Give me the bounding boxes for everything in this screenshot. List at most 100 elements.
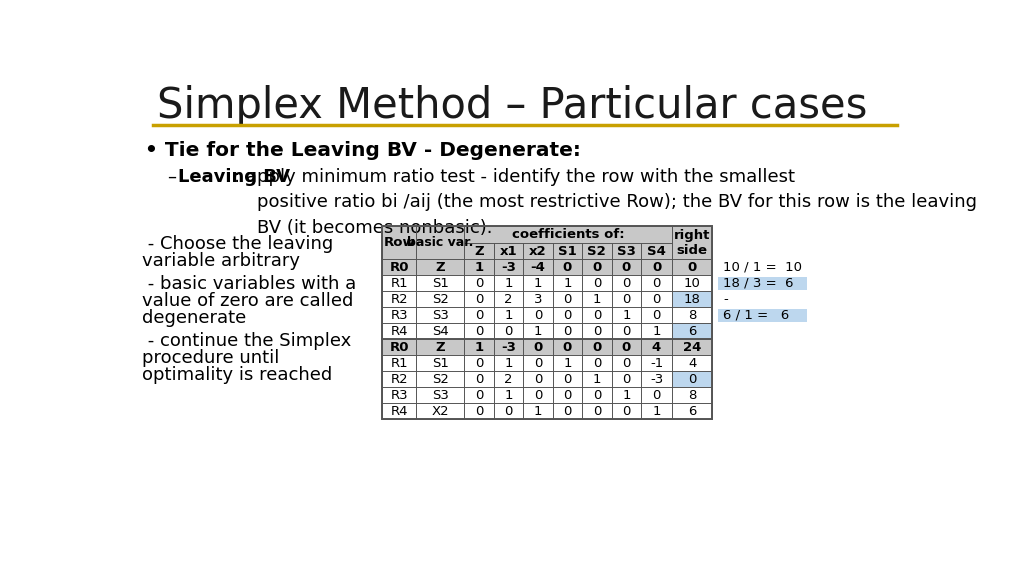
Text: 1: 1 [593, 373, 601, 386]
Bar [641, 308, 672, 323]
Bar [641, 372, 672, 388]
Bar [583, 388, 611, 403]
Bar [641, 291, 672, 308]
Bar [417, 259, 464, 275]
Bar [523, 355, 553, 372]
Bar [464, 242, 494, 259]
Bar [464, 339, 494, 355]
Text: 2: 2 [504, 293, 513, 306]
Bar [523, 388, 553, 403]
Bar [494, 291, 523, 308]
Text: 0: 0 [534, 389, 542, 402]
Bar [523, 275, 553, 291]
Bar [641, 403, 672, 419]
Bar [494, 339, 523, 355]
Text: 1: 1 [622, 309, 631, 322]
Bar [382, 259, 417, 275]
Text: coefficients of:: coefficients of: [512, 228, 625, 241]
Bar [523, 259, 553, 275]
Text: S3: S3 [432, 309, 449, 322]
Bar [464, 275, 494, 291]
Bar [641, 291, 672, 308]
Bar [417, 339, 464, 355]
Bar [417, 259, 464, 275]
Text: 1: 1 [652, 405, 660, 418]
Text: Simplex Method – Particular cases: Simplex Method – Particular cases [158, 85, 867, 127]
Bar [382, 355, 417, 372]
Bar [611, 388, 641, 403]
Bar [672, 308, 713, 323]
Bar [382, 226, 713, 259]
Bar [553, 259, 583, 275]
Bar [494, 403, 523, 419]
Bar [641, 275, 672, 291]
Text: 0: 0 [534, 341, 543, 354]
Text: 0: 0 [623, 293, 631, 306]
Bar [523, 323, 553, 339]
Bar [672, 388, 713, 403]
Bar [417, 339, 464, 355]
Text: right
side: right side [674, 229, 711, 257]
Bar [672, 275, 713, 291]
Text: 6: 6 [688, 325, 696, 338]
Text: -3: -3 [650, 373, 664, 386]
Bar [382, 372, 417, 388]
Bar [382, 388, 417, 403]
Text: 0: 0 [563, 325, 571, 338]
Bar [464, 355, 494, 372]
Text: - Choose the leaving: - Choose the leaving [142, 236, 333, 253]
Bar [523, 275, 553, 291]
Text: 1: 1 [504, 277, 513, 290]
Bar [523, 291, 553, 308]
Text: -: - [723, 293, 728, 306]
Bar [417, 291, 464, 308]
Text: 0: 0 [475, 357, 483, 370]
Text: 0: 0 [623, 357, 631, 370]
Bar [641, 242, 672, 259]
Bar [553, 291, 583, 308]
Bar [553, 275, 583, 291]
Bar [464, 308, 494, 323]
Bar [382, 291, 417, 308]
Bar [583, 259, 611, 275]
Text: 0: 0 [592, 341, 601, 354]
Bar [523, 291, 553, 308]
Text: optimality is reached: optimality is reached [142, 366, 332, 384]
Bar [464, 403, 494, 419]
Bar [523, 388, 553, 403]
Bar [382, 355, 417, 372]
Text: 0: 0 [592, 261, 601, 274]
Bar [611, 388, 641, 403]
Text: x2: x2 [529, 245, 547, 257]
Bar [553, 291, 583, 308]
Bar [672, 355, 713, 372]
Text: 4: 4 [688, 357, 696, 370]
Bar [611, 259, 641, 275]
Bar [583, 339, 611, 355]
Bar [382, 308, 417, 323]
Text: degenerate: degenerate [142, 309, 246, 327]
Text: 0: 0 [652, 293, 660, 306]
Text: 0: 0 [622, 261, 631, 274]
Bar [553, 242, 583, 259]
Bar [553, 403, 583, 419]
Text: S4: S4 [647, 245, 666, 257]
Text: 0: 0 [505, 325, 513, 338]
Text: 0: 0 [563, 373, 571, 386]
Bar [417, 388, 464, 403]
Bar [641, 339, 672, 355]
Bar [641, 355, 672, 372]
Bar [583, 291, 611, 308]
Text: Z: Z [435, 261, 445, 274]
Bar [494, 372, 523, 388]
Text: 0: 0 [534, 373, 542, 386]
Text: 0: 0 [534, 309, 542, 322]
Text: S3: S3 [432, 389, 449, 402]
Bar [553, 403, 583, 419]
Bar [718, 276, 807, 290]
Bar [553, 308, 583, 323]
Bar [553, 308, 583, 323]
Text: R2: R2 [390, 293, 408, 306]
Bar [494, 259, 523, 275]
Text: 0: 0 [475, 277, 483, 290]
